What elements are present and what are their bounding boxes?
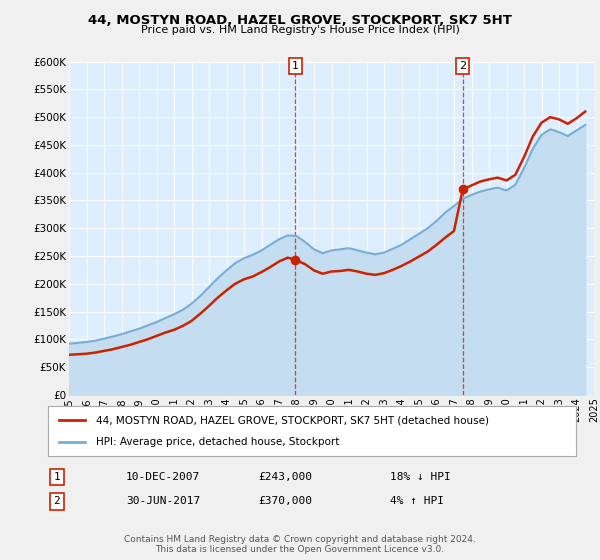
Text: 2: 2 [459, 61, 466, 71]
Text: 1: 1 [292, 61, 299, 71]
Text: 1: 1 [53, 472, 61, 482]
Text: Price paid vs. HM Land Registry's House Price Index (HPI): Price paid vs. HM Land Registry's House … [140, 25, 460, 35]
Text: 4% ↑ HPI: 4% ↑ HPI [390, 496, 444, 506]
Text: 44, MOSTYN ROAD, HAZEL GROVE, STOCKPORT, SK7 5HT: 44, MOSTYN ROAD, HAZEL GROVE, STOCKPORT,… [88, 14, 512, 27]
Text: £243,000: £243,000 [258, 472, 312, 482]
Text: 2: 2 [53, 496, 61, 506]
Text: 44, MOSTYN ROAD, HAZEL GROVE, STOCKPORT, SK7 5HT (detached house): 44, MOSTYN ROAD, HAZEL GROVE, STOCKPORT,… [95, 415, 488, 425]
Text: 10-DEC-2007: 10-DEC-2007 [126, 472, 200, 482]
Text: HPI: Average price, detached house, Stockport: HPI: Average price, detached house, Stoc… [95, 437, 339, 447]
Text: 30-JUN-2017: 30-JUN-2017 [126, 496, 200, 506]
Text: £370,000: £370,000 [258, 496, 312, 506]
Text: Contains HM Land Registry data © Crown copyright and database right 2024.
This d: Contains HM Land Registry data © Crown c… [124, 535, 476, 554]
Text: 18% ↓ HPI: 18% ↓ HPI [390, 472, 451, 482]
